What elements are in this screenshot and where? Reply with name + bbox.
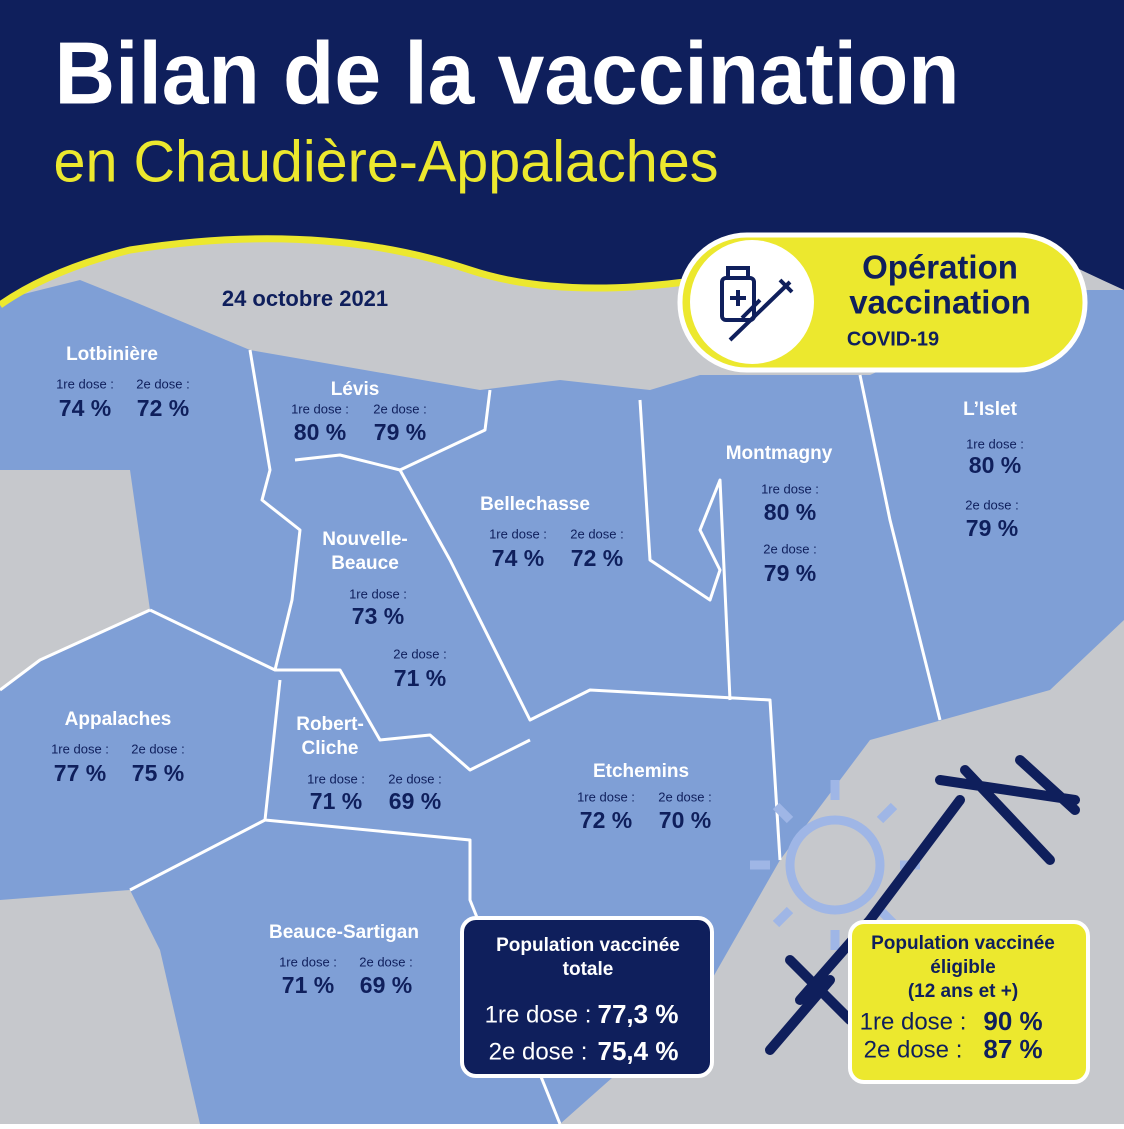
region-name: Beauce [331, 553, 399, 574]
dose-label: 2e dose : [131, 741, 185, 756]
badge-icon-drawing [720, 266, 794, 342]
labels: Lotbinière 1re dose : 74 % 2e dose : 72 % Lév… [51, 344, 1055, 1066]
map-regions [0, 280, 1124, 1124]
dose-label: 2e dose : [136, 376, 190, 391]
box-dose-value: 90 % [983, 1006, 1042, 1036]
box-title: éligible [930, 957, 995, 978]
dose-value: 79 % [374, 419, 426, 445]
dose-label: 2e dose : [570, 526, 624, 541]
dose-label: 2e dose : [658, 789, 712, 804]
dose-value: 71 % [394, 665, 446, 691]
region-name: Cliche [301, 738, 358, 759]
dose-value: 74 % [59, 395, 111, 421]
dose-value: 71 % [282, 972, 334, 998]
region-name: Robert- [296, 714, 364, 735]
dose-label: 1re dose : [577, 789, 635, 804]
region-name: Etchemins [593, 761, 689, 782]
region-name: Bellechasse [480, 494, 590, 515]
dose-label: 1re dose : [291, 401, 349, 416]
box-dose-label: 1re dose : [485, 1001, 592, 1028]
dose-label: 2e dose : [359, 954, 413, 969]
badge-line: vaccination [849, 284, 1031, 321]
dose-label: 1re dose : [966, 436, 1024, 451]
badge-line: COVID-19 [847, 328, 939, 350]
title: Bilan de la vaccination [55, 23, 960, 122]
box-dose-value: 75,4 % [598, 1036, 679, 1066]
dose-value: 80 % [294, 419, 346, 445]
box-dose-value: 77,3 % [598, 999, 679, 1029]
dose-value: 72 % [580, 807, 632, 833]
dose-value: 75 % [132, 760, 184, 786]
dose-value: 72 % [137, 395, 189, 421]
header-band [0, 0, 1124, 305]
dose-label: 1re dose : [489, 526, 547, 541]
box-dose-value: 87 % [983, 1034, 1042, 1064]
dose-label: 1re dose : [279, 954, 337, 969]
region-name: Beauce-Sartigan [269, 922, 419, 943]
dose-label: 2e dose : [965, 497, 1019, 512]
syringe-decoration [765, 755, 1080, 1055]
dose-value: 79 % [764, 560, 816, 586]
dose-label: 1re dose : [307, 771, 365, 786]
dose-label: 1re dose : [761, 481, 819, 496]
dose-value: 72 % [571, 545, 623, 571]
dose-label: 2e dose : [393, 646, 447, 661]
box-dose-label: 2e dose : [489, 1038, 588, 1065]
dose-label: 2e dose : [763, 541, 817, 556]
box-title: Population vaccinée [871, 933, 1055, 954]
region-name: L’Islet [963, 399, 1018, 420]
region-name: Montmagny [726, 443, 833, 464]
dose-value: 69 % [389, 788, 441, 814]
box-dose-label: 2e dose : [864, 1036, 963, 1063]
dose-label: 2e dose : [388, 771, 442, 786]
dose-value: 70 % [659, 807, 711, 833]
region-name: Appalaches [65, 709, 172, 730]
badge-line: Opération [862, 249, 1018, 286]
subtitle: en Chaudière-Appalaches [54, 129, 719, 194]
dose-label: 1re dose : [56, 376, 114, 391]
dose-value: 73 % [352, 603, 404, 629]
dose-value: 77 % [54, 760, 106, 786]
region-name: Lévis [331, 379, 380, 400]
region-name: Nouvelle- [322, 529, 408, 550]
dose-value: 71 % [310, 788, 362, 814]
date: 24 octobre 2021 [222, 286, 388, 311]
dose-value: 80 % [764, 499, 816, 525]
box-title: Population vaccinée [496, 935, 680, 956]
box-title: totale [563, 959, 614, 980]
dose-value: 69 % [360, 972, 412, 998]
dose-value: 74 % [492, 545, 544, 571]
total-box [460, 916, 714, 1078]
header-stripe [0, 235, 701, 308]
dose-label: 1re dose : [51, 741, 109, 756]
eligible-box [848, 920, 1090, 1084]
dose-value: 80 % [969, 452, 1021, 478]
dose-label: 2e dose : [373, 401, 427, 416]
dose-label: 1re dose : [349, 586, 407, 601]
box-title: (12 ans et +) [908, 981, 1018, 1002]
dose-value: 79 % [966, 515, 1018, 541]
region-name: Lotbinière [66, 344, 158, 365]
box-dose-label: 1re dose : [860, 1008, 967, 1035]
